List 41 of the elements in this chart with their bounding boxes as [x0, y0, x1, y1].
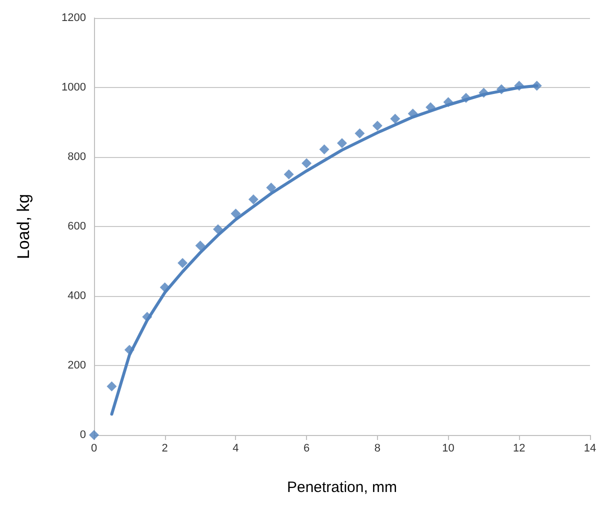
- point: [142, 312, 152, 322]
- x-tick-label: 0: [90, 442, 98, 454]
- point: [124, 344, 134, 355]
- point: [478, 88, 489, 98]
- point: [443, 97, 454, 108]
- point: [284, 169, 294, 180]
- x-tick-label: 14: [584, 442, 596, 454]
- point: [461, 92, 471, 103]
- point: [302, 158, 312, 168]
- point: [372, 120, 382, 131]
- point: [532, 80, 542, 91]
- y-tick-label: 0: [80, 429, 86, 441]
- x-tick-label: 2: [162, 442, 168, 454]
- y-tick-label: 1200: [62, 12, 86, 24]
- y-tick-label: 600: [68, 220, 86, 232]
- x-axis-title: Penetration, mm: [286, 479, 398, 496]
- x-tick-label: 6: [304, 442, 310, 454]
- y-tick-label: 800: [68, 151, 86, 163]
- x-tick-label: 12: [513, 442, 526, 454]
- point: [106, 381, 117, 392]
- point: [514, 80, 524, 91]
- point: [160, 282, 170, 292]
- y-tick-label: 200: [68, 360, 86, 372]
- point: [354, 128, 365, 138]
- point: [213, 224, 223, 234]
- point: [266, 182, 276, 193]
- point: [496, 84, 506, 94]
- x-tick-label: 4: [232, 442, 239, 454]
- y-tick-label: 400: [68, 290, 86, 302]
- y-tick-label: 1000: [62, 82, 86, 94]
- point: [390, 114, 400, 124]
- point: [337, 138, 347, 148]
- point: [319, 144, 330, 154]
- point: [195, 240, 206, 251]
- point: [178, 258, 188, 268]
- x-tick-label: 8: [374, 442, 380, 454]
- point: [248, 194, 258, 204]
- x-tick-label: 10: [442, 442, 454, 454]
- y-axis-title: Load, kg: [14, 194, 33, 260]
- point: [408, 108, 418, 119]
- point: [230, 208, 241, 219]
